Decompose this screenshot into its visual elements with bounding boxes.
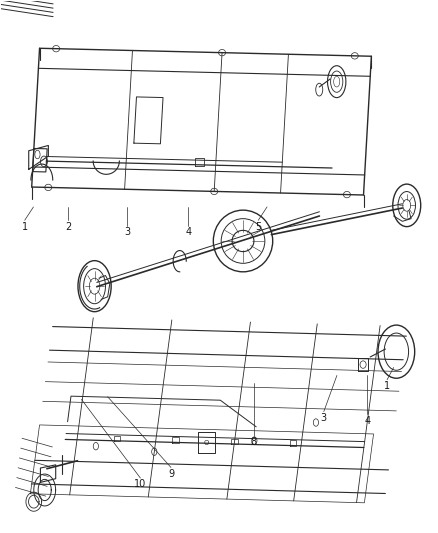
Text: 8: 8 <box>251 437 257 447</box>
Text: 4: 4 <box>364 416 371 426</box>
Text: 3: 3 <box>124 227 131 237</box>
Text: 9: 9 <box>168 469 174 479</box>
Text: 4: 4 <box>185 227 191 237</box>
Text: 2: 2 <box>65 222 71 232</box>
Text: 1: 1 <box>384 381 390 391</box>
Text: 5: 5 <box>255 222 261 232</box>
Text: 1: 1 <box>21 222 28 232</box>
Text: O: O <box>204 440 209 446</box>
Text: 3: 3 <box>321 413 327 423</box>
Text: 10: 10 <box>134 480 147 489</box>
